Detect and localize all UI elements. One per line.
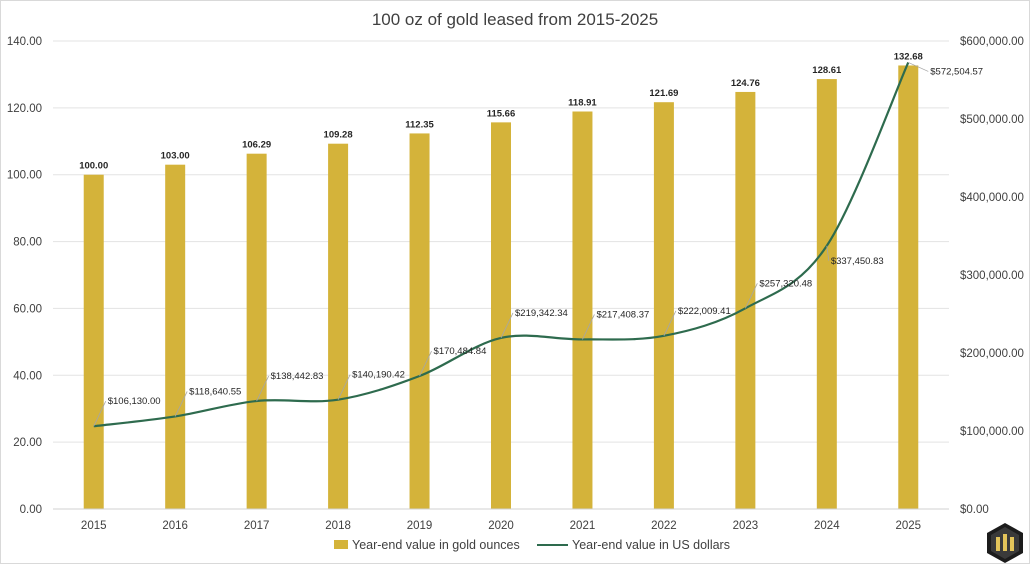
line-series bbox=[93, 62, 910, 428]
line-data-label: $170,484.84 bbox=[434, 346, 487, 357]
data-label-leader bbox=[582, 314, 595, 340]
x-tick-label: 2023 bbox=[733, 520, 759, 532]
chart-title: 100 oz of gold leased from 2015-2025 bbox=[372, 10, 658, 29]
legend-label-bars: Year-end value in gold ounces bbox=[352, 538, 520, 552]
bar-data-label: 115.66 bbox=[487, 108, 516, 119]
bar bbox=[898, 65, 919, 509]
bar-data-label: 128.61 bbox=[812, 65, 842, 76]
data-label-leader bbox=[93, 401, 107, 427]
y-left-tick-label: 0.00 bbox=[20, 504, 42, 516]
bar-data-label: 124.76 bbox=[731, 78, 760, 89]
bar bbox=[83, 174, 104, 509]
bar bbox=[572, 111, 593, 509]
bar bbox=[816, 79, 837, 510]
y-left-tick-label: 40.00 bbox=[13, 370, 42, 382]
y-right-tick-label: $0.00 bbox=[960, 504, 989, 516]
y-left-tick-label: 120.00 bbox=[7, 103, 42, 115]
y-left-tick-label: 100.00 bbox=[7, 170, 42, 182]
y-left-tick-label: 20.00 bbox=[13, 437, 42, 449]
bar bbox=[328, 143, 349, 509]
y-right-tick-label: $100,000.00 bbox=[960, 426, 1024, 438]
legend-swatch-bars bbox=[334, 540, 348, 549]
bar-data-label: 103.00 bbox=[161, 151, 190, 162]
legend: Year-end value in gold ounces Year-end v… bbox=[334, 538, 730, 552]
y-right-tick-label: $500,000.00 bbox=[960, 114, 1024, 126]
line-data-label: $138,442.83 bbox=[271, 371, 324, 382]
data-label-leader bbox=[826, 245, 830, 261]
y-right-tick-label: $600,000.00 bbox=[960, 36, 1024, 48]
bar bbox=[491, 122, 511, 509]
line-data-label: $222,009.41 bbox=[678, 306, 731, 317]
x-tick-label: 2022 bbox=[651, 520, 677, 532]
line-data-label: $106,130.00 bbox=[108, 396, 161, 407]
line-series-path bbox=[93, 62, 910, 428]
axes: 0.00 20.00 40.00 60.00 80.00 100.00 120.00 140.… bbox=[7, 36, 1024, 532]
bar-data-label: 132.68 bbox=[894, 51, 923, 62]
gold-logo-icon bbox=[987, 523, 1023, 563]
y-right-tick-label: $300,000.00 bbox=[960, 270, 1024, 282]
line-data-label: $572,504.57 bbox=[930, 66, 983, 77]
y-right-tick-label: $200,000.00 bbox=[960, 348, 1024, 360]
x-tick-label: 2019 bbox=[407, 520, 433, 532]
data-label-leader bbox=[745, 283, 758, 309]
x-tick-label: 2024 bbox=[814, 520, 840, 532]
data-label-leader bbox=[908, 62, 929, 72]
bar-data-label: 109.28 bbox=[324, 130, 353, 141]
line-data-label: $217,408.37 bbox=[596, 309, 649, 320]
line-data-label: $257,320.48 bbox=[759, 278, 812, 289]
bar-data-label: 100.00 bbox=[79, 161, 108, 172]
y-left-tick-label: 140.00 bbox=[7, 36, 42, 48]
data-label-leader bbox=[337, 374, 351, 400]
bar-series bbox=[83, 65, 919, 510]
line-data-label: $118,640.55 bbox=[189, 386, 241, 397]
x-tick-label: 2017 bbox=[244, 520, 270, 532]
data-labels: 100.00 103.00 106.29 109.28 112.35 115.66 118.… bbox=[79, 51, 983, 427]
y-left-tick-label: 60.00 bbox=[13, 303, 42, 315]
bar-data-label: 118.91 bbox=[568, 98, 597, 109]
line-data-label: $140,190.42 bbox=[352, 370, 405, 381]
bar bbox=[165, 164, 186, 509]
line-data-label: $219,342.34 bbox=[515, 308, 568, 319]
data-label-leader bbox=[256, 375, 269, 402]
x-tick-label: 2021 bbox=[570, 520, 596, 532]
bar bbox=[735, 91, 756, 510]
x-tick-label: 2016 bbox=[162, 520, 188, 532]
data-label-leader bbox=[663, 310, 677, 337]
bar-data-label: 106.29 bbox=[242, 140, 271, 151]
bar-data-label: 121.69 bbox=[649, 88, 678, 99]
bar bbox=[653, 102, 674, 510]
line-data-label: $337,450.83 bbox=[831, 256, 884, 267]
y-left-tick-label: 80.00 bbox=[13, 237, 42, 249]
x-tick-label: 2020 bbox=[488, 520, 514, 532]
bar bbox=[246, 153, 267, 509]
bar-data-label: 112.35 bbox=[405, 119, 434, 130]
x-tick-label: 2015 bbox=[81, 520, 107, 532]
x-tick-label: 2025 bbox=[895, 520, 921, 532]
data-label-leader bbox=[174, 391, 188, 417]
bar bbox=[409, 133, 430, 509]
y-right-tick-label: $400,000.00 bbox=[960, 192, 1024, 204]
x-tick-label: 2018 bbox=[325, 520, 351, 532]
data-label-leader bbox=[500, 312, 514, 339]
data-label-leader bbox=[419, 350, 432, 377]
legend-label-line: Year-end value in US dollars bbox=[572, 538, 730, 552]
